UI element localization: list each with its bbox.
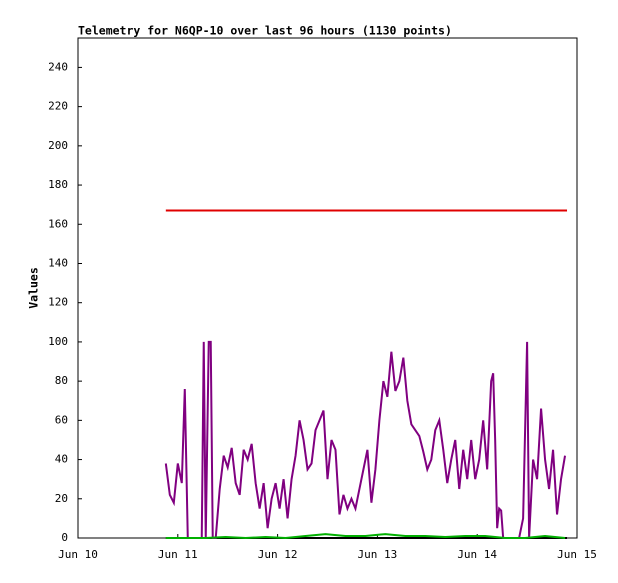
y-tick-label: 180 <box>48 178 68 191</box>
y-tick-label: 220 <box>48 100 68 113</box>
y-tick-label: 160 <box>48 217 68 230</box>
x-tick-label: Jun 15 <box>557 548 597 561</box>
y-tick-label: 240 <box>48 60 68 73</box>
y-tick-label: 80 <box>55 374 68 387</box>
y-tick-label: 60 <box>55 413 68 426</box>
series-line <box>164 340 567 539</box>
x-tick-label: Jun 14 <box>457 548 497 561</box>
x-tick-label: Jun 12 <box>258 548 298 561</box>
y-tick-label: 20 <box>55 492 68 505</box>
series-line <box>165 533 566 540</box>
x-tick-label: Jun 11 <box>158 548 198 561</box>
y-tick-label: 140 <box>48 256 68 269</box>
x-tick-label: Jun 13 <box>358 548 398 561</box>
y-tick-label: 200 <box>48 139 68 152</box>
chart-title: Telemetry for N6QP-10 over last 96 hours… <box>78 24 452 38</box>
y-tick-label: 0 <box>61 531 68 544</box>
y-tick-label: 40 <box>55 453 68 466</box>
x-tick-label: Jun 10 <box>58 548 98 561</box>
y-tick-label: 120 <box>48 296 68 309</box>
y-axis-label: Values <box>27 267 41 309</box>
y-tick-label: 100 <box>48 335 68 348</box>
